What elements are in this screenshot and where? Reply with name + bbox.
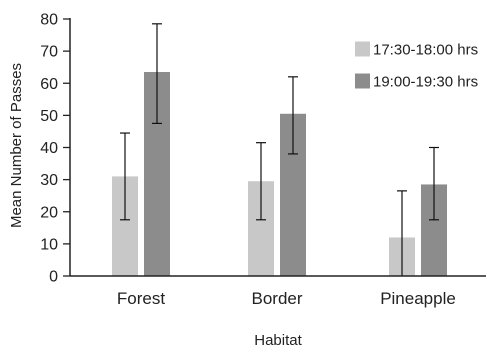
- error-bars-group: [120, 23, 439, 276]
- x-axis-title: Habitat: [254, 332, 302, 349]
- legend-label-series-2: 19:00-19:30 hrs: [373, 74, 478, 91]
- y-tick-label: 50: [40, 108, 58, 125]
- x-axis-category-labels: Forest Border Pineapple: [117, 289, 456, 308]
- axes: [69, 18, 486, 277]
- y-tick-label: 30: [40, 172, 58, 189]
- y-tick-label: 80: [40, 12, 58, 29]
- x-category-label: Pineapple: [380, 289, 456, 308]
- y-tick-label: 0: [49, 269, 58, 286]
- legend-swatch-series-1: [355, 41, 370, 57]
- x-category-label: Forest: [117, 289, 165, 308]
- y-tick-label: 40: [40, 140, 58, 157]
- legend-swatch-series-2: [355, 73, 370, 89]
- y-axis-ticks: 0 10 20 30 40 50 60 70 80: [40, 12, 70, 286]
- legend-label-series-1: 17:30-18:00 hrs: [373, 42, 478, 59]
- y-axis-title: Mean Number of Passes: [8, 63, 25, 228]
- x-category-label: Border: [251, 289, 302, 308]
- bars-group: [112, 72, 447, 276]
- y-tick-label: 60: [40, 76, 58, 93]
- y-tick-label: 10: [40, 236, 58, 253]
- y-tick-label: 20: [40, 204, 58, 221]
- legend: 17:30-18:00 hrs 19:00-19:30 hrs: [355, 41, 478, 91]
- y-tick-label: 70: [40, 44, 58, 61]
